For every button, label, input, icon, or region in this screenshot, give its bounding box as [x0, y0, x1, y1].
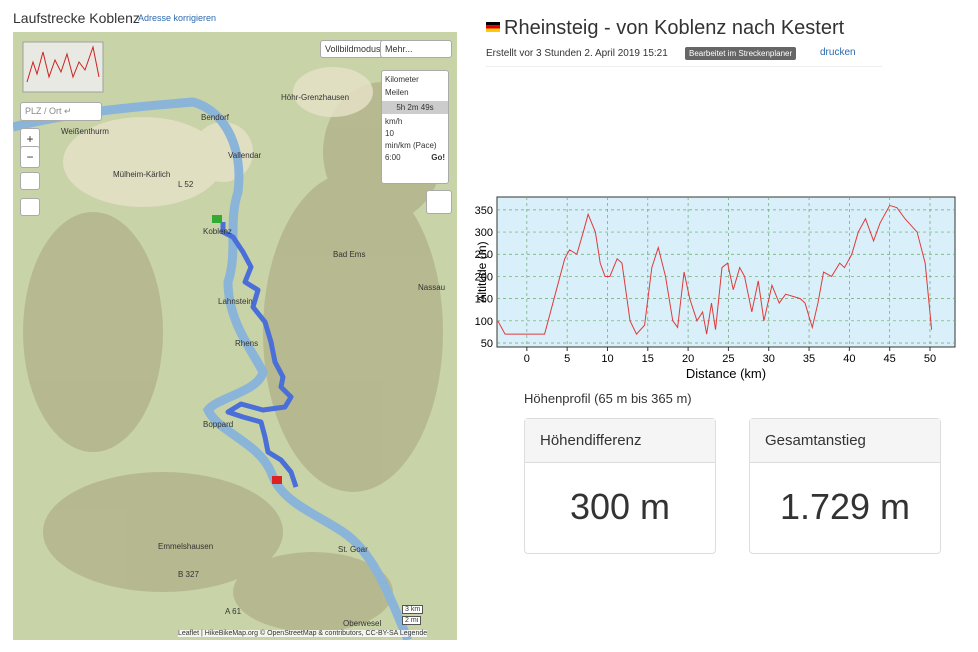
map-label: Emmelshausen	[158, 542, 213, 551]
y-tick-label: 50	[481, 338, 493, 350]
x-tick-label: 20	[682, 353, 694, 365]
scale-km: 3 km	[402, 605, 424, 614]
y-tick-label: 300	[475, 227, 493, 239]
map-label: Rhens	[235, 339, 258, 348]
speed-label: km/h	[385, 117, 403, 126]
map-label: Oberwesel	[343, 619, 381, 628]
y-tick-label: 200	[475, 271, 493, 283]
map-label: Mülheim-Kärlich	[113, 170, 170, 179]
x-tick-label: 5	[564, 353, 570, 365]
y-tick-label: 250	[475, 249, 493, 261]
stat-label: Höhendifferenz	[525, 419, 715, 463]
created: Erstellt vor 3 Stunden 2. April 2019 15:…	[486, 48, 668, 59]
map-label: Vallendar	[228, 151, 262, 160]
profile-summary: Höhenprofil (65 m bis 365 m)	[524, 391, 692, 406]
map-label: Boppard	[203, 420, 233, 429]
map-label: St. Goar	[338, 545, 368, 554]
map-label: Bendorf	[201, 113, 230, 122]
zoom-out[interactable]: −	[20, 146, 40, 168]
x-tick-label: 0	[524, 353, 530, 365]
map-label: A 61	[225, 607, 242, 616]
x-tick-label: 45	[884, 353, 896, 365]
stat-value: 1.729 m	[779, 486, 911, 527]
locate-icon[interactable]	[20, 198, 40, 216]
y-axis-label: Altitude (m)	[475, 241, 489, 302]
map-label: Höhr-Grenzhausen	[281, 93, 349, 102]
map-label: B 327	[178, 570, 199, 579]
x-tick-label: 50	[924, 353, 936, 365]
badge[interactable]: Bearbeitet im Streckenplaner	[685, 47, 797, 60]
stat-box: Höhendifferenz 300 m	[524, 418, 716, 554]
speed[interactable]: 10	[385, 129, 394, 138]
y-tick-label: 100	[475, 316, 493, 328]
flag	[486, 22, 500, 32]
attribution: Leaflet | HikeBikeMap.org © OpenStreetMa…	[178, 630, 428, 637]
x-tick-label: 15	[642, 353, 654, 365]
unit-mi[interactable]: Meilen	[385, 88, 409, 97]
map-label: Bad Ems	[333, 250, 365, 259]
y-tick-label: 350	[475, 205, 493, 217]
map-label: Lahnstein	[218, 297, 253, 306]
more-button[interactable]: Mehr...	[380, 40, 452, 58]
stat-label: Gesamtanstieg	[750, 419, 940, 463]
x-tick-label: 35	[803, 353, 815, 365]
link[interactable]: Adresse korrigieren	[138, 13, 217, 23]
fullscreen-button[interactable]: Vollbildmodus	[320, 40, 386, 58]
elevation-line	[497, 204, 933, 336]
plot-area	[496, 196, 956, 348]
go-button[interactable]: Go!	[431, 153, 445, 162]
pace-panel: Kilometer Meilen 5h 2m 49s km/h 10 min/k…	[381, 70, 449, 184]
route-title: Rheinsteig - von Koblenz nach Kestert	[504, 17, 845, 39]
fullscreen-icon[interactable]	[20, 172, 40, 190]
x-axis-label: Distance (km)	[686, 366, 766, 381]
search-box[interactable]: PLZ / Ort ↵	[20, 102, 102, 121]
duration: 5h 2m 49s	[382, 101, 448, 114]
y-tick-label: 150	[475, 294, 493, 306]
unit-km[interactable]: Kilometer	[385, 75, 419, 84]
scale-mi: 2 mi	[402, 616, 422, 625]
pace-label: min/km (Pace)	[385, 141, 437, 150]
layers-button[interactable]	[426, 190, 452, 214]
x-tick-label: 30	[763, 353, 775, 365]
stat-value: 300 m	[569, 486, 671, 527]
map-label: Weißenthurm	[61, 127, 109, 136]
divider	[486, 66, 882, 67]
page-title: Laufstrecke Koblenz	[13, 10, 140, 26]
map-label: Koblenz	[203, 227, 232, 236]
x-tick-label: 25	[722, 353, 734, 365]
pace[interactable]: 6:00	[385, 153, 401, 162]
elevation-chart: 50 100 150 200 250 300 350 0 5 10 15 20 25 30 35 40 45 50…	[475, 196, 956, 381]
map-label: Nassau	[418, 283, 445, 292]
x-tick-label: 10	[601, 353, 613, 365]
print-link[interactable]: drucken	[820, 47, 856, 58]
stat-box: Gesamtanstieg 1.729 m	[749, 418, 941, 554]
map-label: L 52	[178, 180, 194, 189]
x-tick-label: 40	[843, 353, 855, 365]
